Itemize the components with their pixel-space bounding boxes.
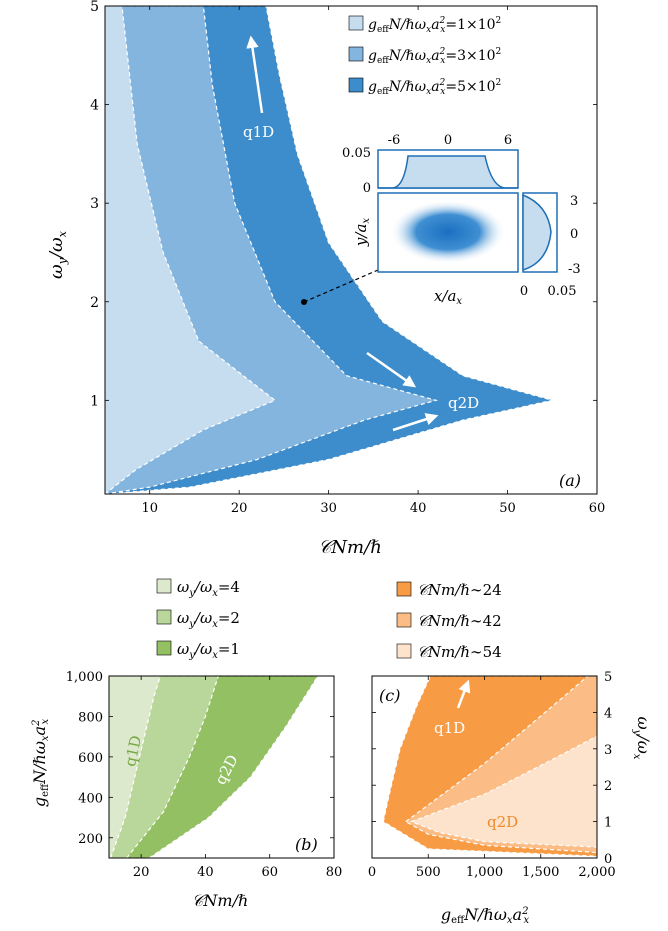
q2d-label-c: q2D	[487, 813, 518, 831]
inset: -6 0 6 0.05 0 3 0 -3 0 0.05 x/ax y/ax	[342, 133, 581, 307]
inset-right-xtick: 0.05	[548, 284, 577, 299]
q2d-label-a: q2D	[448, 394, 479, 412]
y-tick-label: 400	[78, 791, 103, 806]
x-tick-label: 30	[320, 501, 337, 516]
inset-right-ytick: 3	[570, 194, 578, 209]
panel-c-tag: (c)	[379, 686, 400, 705]
q1d-label-a: q1D	[243, 123, 274, 141]
panel-c-ylabel: ωy/ωx	[631, 717, 653, 760]
x-tick-label: 0	[368, 865, 376, 880]
legend-label-a3: geffN/ℏωxa2 x=1×102	[368, 16, 501, 35]
x-tick-label: 40	[410, 501, 427, 516]
inset-top-xtick: 6	[504, 133, 512, 148]
panel-c-xlabel: geffN/ℏωxa2 x	[441, 905, 530, 926]
x-tick-label: 40	[197, 865, 214, 880]
legend-swatch-a1	[348, 77, 364, 93]
panel-b-tag: (b)	[295, 835, 318, 854]
legend-label-a1: geffN/ℏωxa2 x=5×102	[368, 78, 501, 97]
q2d-arrow-a-upper	[366, 351, 417, 388]
q1d-arrow-c	[456, 679, 471, 709]
inset-top-xtick: -6	[388, 133, 401, 148]
legend-swatch-a2	[348, 46, 364, 62]
panel-a-legend: geffN/ℏωxa2 x=1×102 geffN/ℏωxa2 x=3×102 ge…	[348, 15, 501, 97]
legend-label-b2: ωy/ωx=2	[177, 609, 240, 630]
panel-a-tag: (a)	[559, 471, 581, 490]
legend-label-b3: ωy/ωx=1	[177, 640, 240, 661]
q2d-arrow-a-lower	[392, 413, 439, 432]
legend-label-c2: 𝒞Nm/ℏ∼42	[417, 612, 502, 630]
panel-a-xlabel: 𝒞Nm/ℏ	[318, 537, 382, 558]
panel-c-legend: 𝒞Nm/ℏ∼24 𝒞Nm/ℏ∼42 𝒞Nm/ℏ∼54	[396, 581, 502, 661]
y-tick-label: 0	[604, 852, 612, 867]
y-tick-label: 600	[78, 751, 103, 766]
y-tick-label: 3	[90, 196, 99, 212]
inset-density-blob	[390, 200, 506, 264]
region-3	[108, 675, 162, 859]
legend-swatch-b2	[156, 609, 172, 625]
x-tick-label: 60	[261, 865, 278, 880]
x-tick-label: 500	[416, 865, 441, 880]
legend-label-c1: 𝒞Nm/ℏ∼24	[417, 581, 502, 599]
legend-swatch-c1	[396, 581, 412, 597]
inset-right-profile	[522, 193, 552, 272]
q1d-arrow-a	[246, 35, 264, 114]
y-tick-label: 5	[604, 670, 612, 685]
y-tick-label: 4	[90, 98, 99, 114]
panel-b-legend: ωy/ωx=4 ωy/ωx=2 ωy/ωx=1	[156, 578, 240, 661]
inset-ylabel: y/ax	[352, 218, 372, 247]
x-tick-label: 80	[326, 865, 343, 880]
panel-b-xlabel: 𝒞Nm/ℏ	[192, 891, 249, 910]
inset-right-ytick: 0	[570, 227, 578, 242]
panel-a-frame	[104, 5, 598, 495]
y-tick-label: 5	[90, 0, 99, 15]
legend-swatch-c3	[396, 643, 412, 659]
inset-top-ytick: 0.05	[342, 146, 371, 161]
panel-a-ylabel: ωy/ωx	[46, 230, 69, 279]
legend-swatch-b3	[156, 640, 172, 656]
y-tick-label: 4	[604, 706, 612, 721]
y-tick-label: 2	[604, 779, 612, 794]
inset-xlabel: x/ax	[434, 287, 462, 307]
x-tick-label: 1,000	[466, 865, 503, 880]
legend-label-a2: geffN/ℏωxa2 x=3×102	[368, 47, 501, 66]
x-tick-label: 20	[133, 865, 150, 880]
legend-swatch-b1	[156, 578, 172, 594]
x-tick-label: 10	[141, 501, 158, 516]
x-tick-label: 1,500	[522, 865, 559, 880]
panel-c: 𝒞Nm/ℏ∼24 𝒞Nm/ℏ∼42 𝒞Nm/ℏ∼54 0 500 1,000 1,50…	[368, 581, 653, 926]
inset-top-profile	[378, 155, 518, 189]
x-tick-label: 50	[499, 501, 516, 516]
y-tick-label: 1	[604, 816, 612, 831]
q1d-label-c: q1D	[434, 719, 465, 737]
y-tick-label: 800	[78, 710, 103, 725]
legend-swatch-c2	[396, 612, 412, 628]
y-tick-label: 3	[604, 743, 612, 758]
legend-label-c3: 𝒞Nm/ℏ∼54	[417, 643, 502, 661]
x-tick-label: 20	[231, 501, 248, 516]
panel-b: ωy/ωx=4 ωy/ωx=2 ωy/ωx=1 20 40 60 80 200 400 60…	[30, 578, 342, 910]
inset-top-ytick: 0	[363, 181, 371, 196]
x-tick-label: 2,000	[578, 865, 615, 880]
x-tick-label: 60	[589, 501, 606, 516]
inset-top-xtick: 0	[444, 133, 452, 148]
panel-b-regions	[108, 675, 319, 859]
y-tick-label: 1	[90, 393, 99, 409]
panel-b-ylabel: geffN/ℏωxa2x	[30, 719, 51, 808]
panel-b-frame	[108, 675, 335, 859]
y-tick-label: 200	[78, 832, 103, 847]
y-tick-label: 2	[90, 295, 99, 311]
legend-label-b1: ωy/ωx=4	[177, 578, 240, 599]
y-tick-label: 1,000	[66, 670, 103, 685]
legend-swatch-a3	[348, 15, 364, 31]
inset-right-ytick: -3	[568, 262, 581, 277]
panel-b-ticks: 20 40 60 80 200 400 600 800 1,000	[66, 670, 342, 880]
panel-c-regions	[382, 675, 598, 857]
inset-right-xtick: 0	[520, 284, 528, 299]
